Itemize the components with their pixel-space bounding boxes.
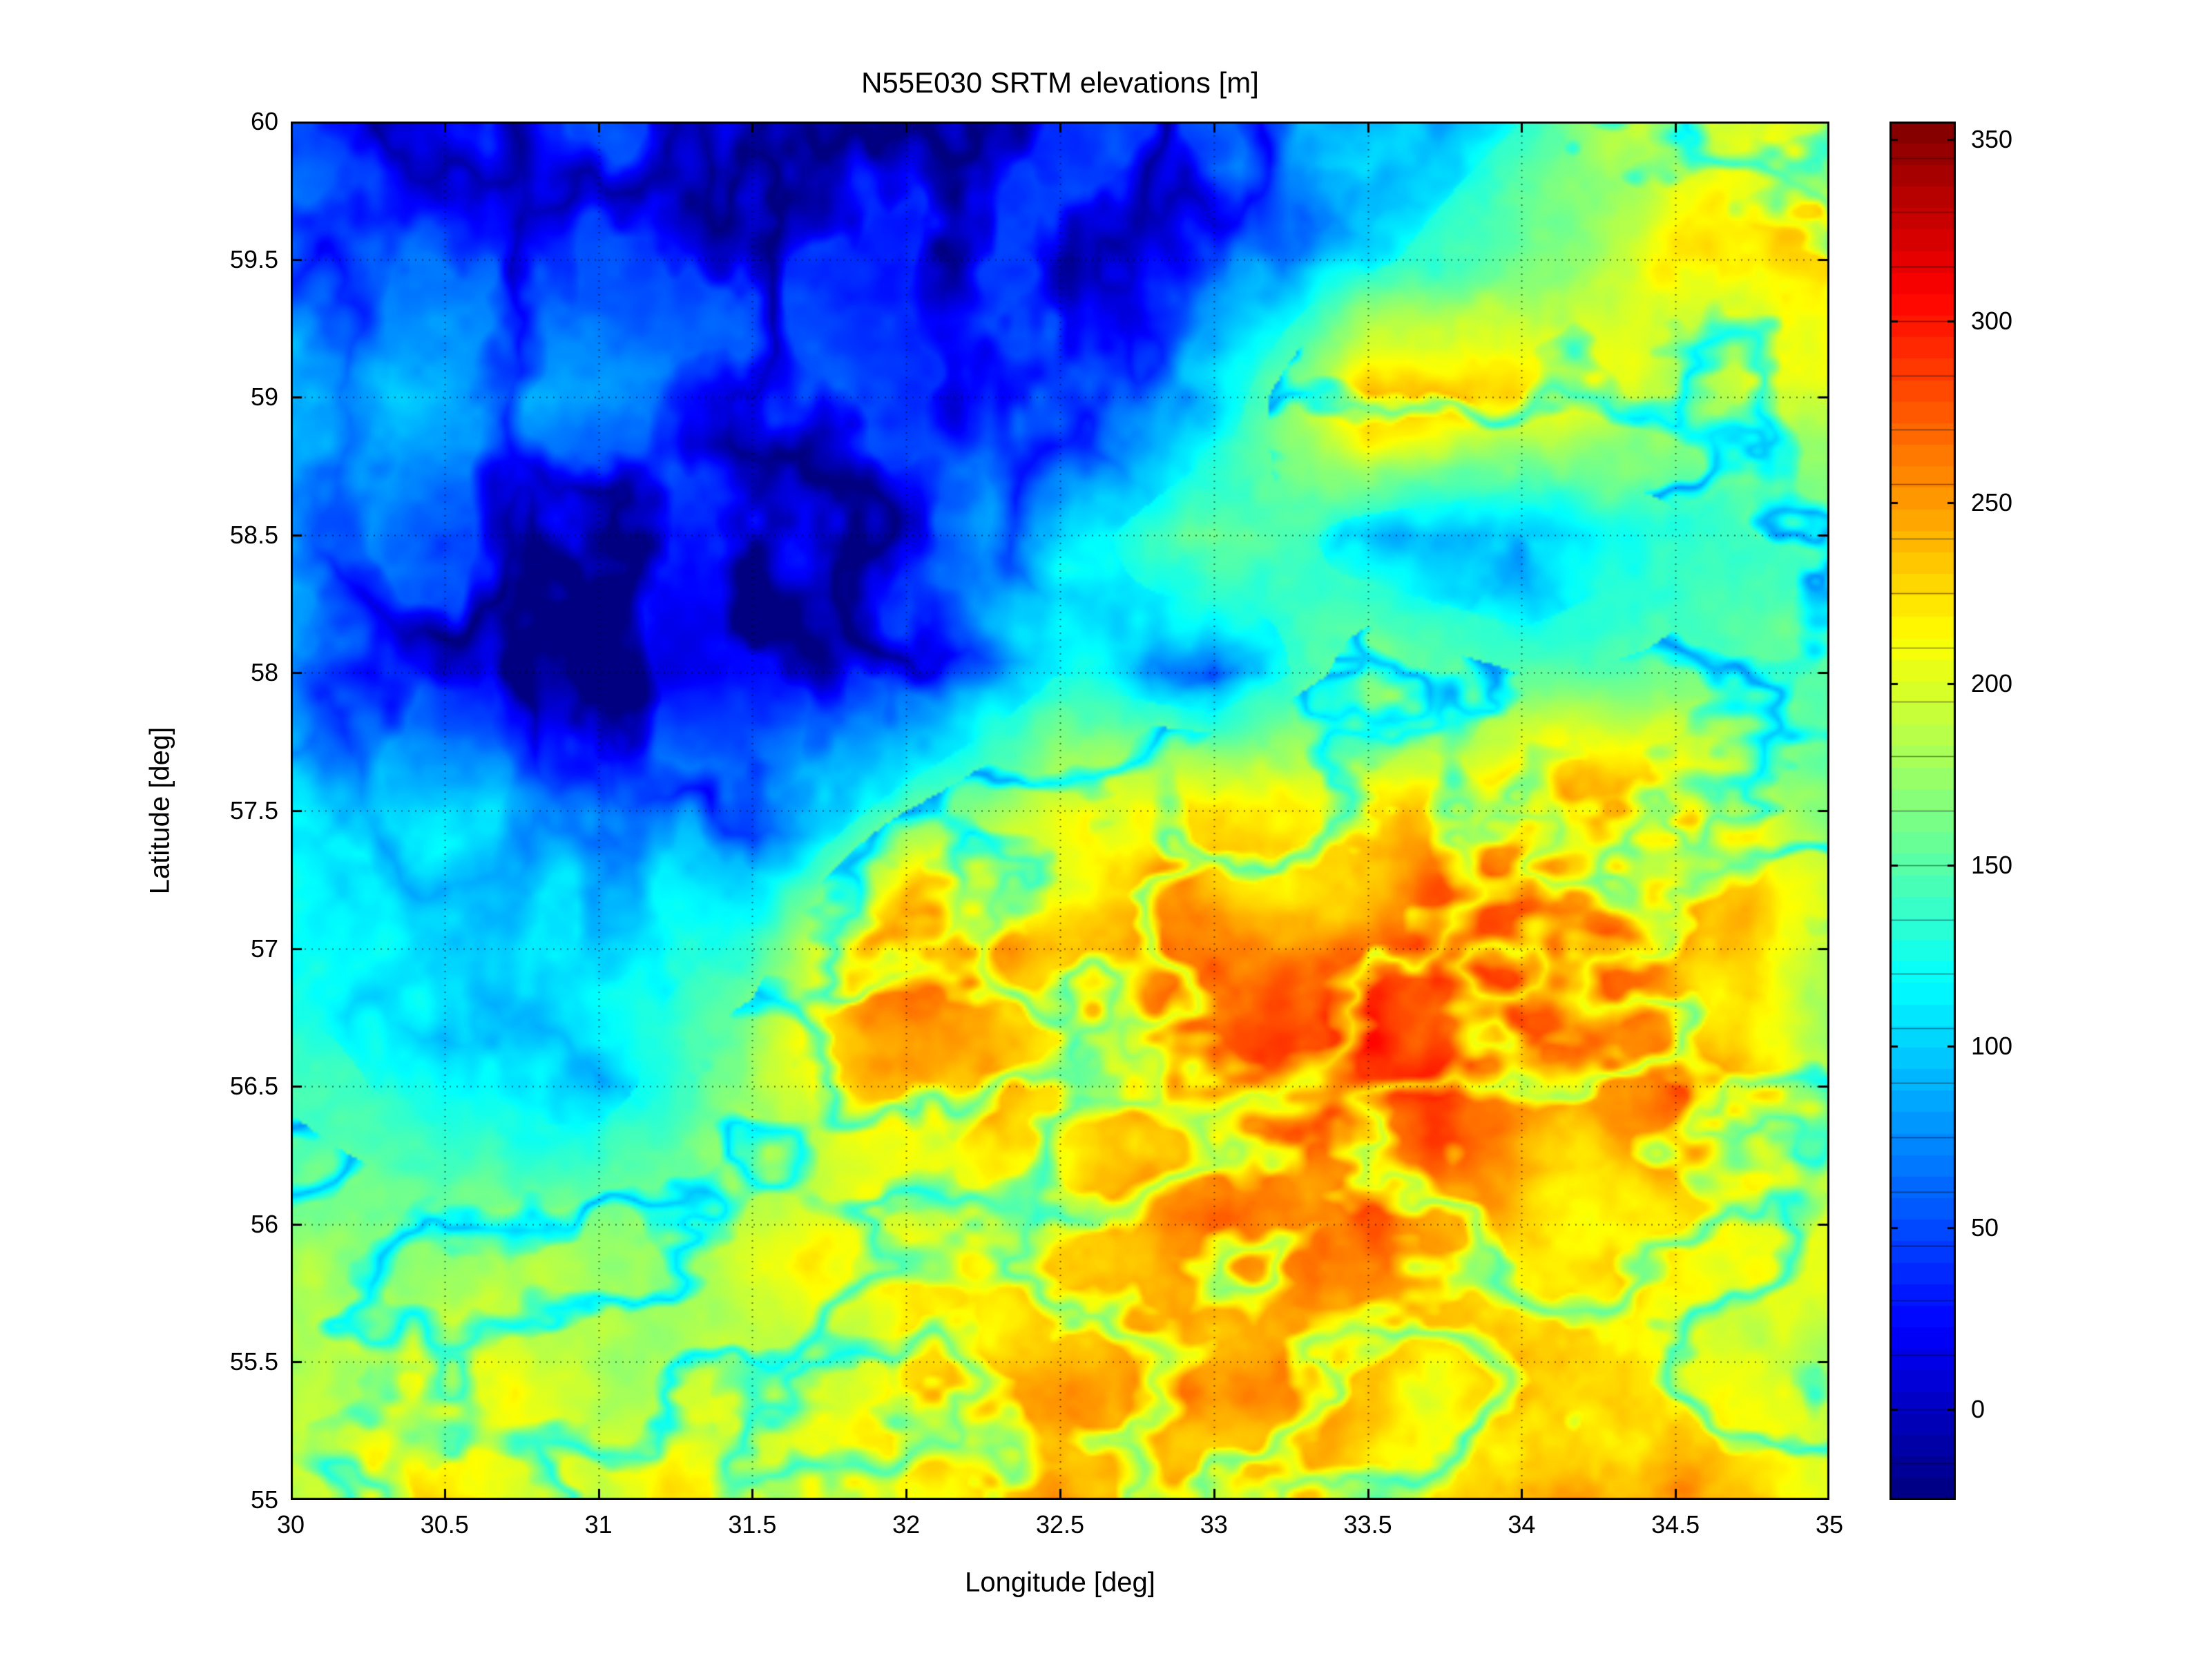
y-tick-label-57: 57 <box>250 934 278 963</box>
y-tick-label-60: 60 <box>250 107 278 135</box>
colorbar-tick-label-150: 150 <box>1971 850 2013 879</box>
y-tick-label-56: 56 <box>250 1209 278 1238</box>
colorbar-tick-label-200: 200 <box>1971 669 2013 698</box>
y-tick-label-59: 59 <box>250 383 278 412</box>
y-tick-label-59.5: 59.5 <box>229 244 278 273</box>
x-tick-label-30: 30 <box>276 1510 305 1539</box>
heatmap-canvas <box>291 122 1829 1500</box>
colorbar-canvas <box>1889 122 1956 1500</box>
x-axis-label: Longitude [deg] <box>965 1567 1155 1598</box>
y-tick-label-55.5: 55.5 <box>229 1347 278 1376</box>
x-tick-label-34: 34 <box>1508 1510 1536 1539</box>
colorbar-tick-label-250: 250 <box>1971 488 2013 517</box>
colorbar-tick-label-300: 300 <box>1971 306 2013 335</box>
x-tick-label-35: 35 <box>1815 1510 1844 1539</box>
y-tick-label-58: 58 <box>250 658 278 687</box>
colorbar-tick-label-350: 350 <box>1971 125 2013 154</box>
x-tick-label-33.5: 33.5 <box>1343 1510 1392 1539</box>
x-tick-label-32.5: 32.5 <box>1035 1510 1085 1539</box>
x-tick-label-32: 32 <box>892 1510 921 1539</box>
colorbar-tick-label-100: 100 <box>1971 1032 2013 1061</box>
y-tick-label-56.5: 56.5 <box>229 1072 278 1101</box>
y-tick-label-58.5: 58.5 <box>229 520 278 549</box>
y-tick-label-57.5: 57.5 <box>229 796 278 825</box>
x-tick-label-31: 31 <box>584 1510 613 1539</box>
y-tick-label-55: 55 <box>250 1485 278 1514</box>
x-tick-label-33: 33 <box>1200 1510 1228 1539</box>
x-tick-label-30.5: 30.5 <box>420 1510 469 1539</box>
colorbar-tick-label-50: 50 <box>1971 1213 1999 1242</box>
x-tick-label-34.5: 34.5 <box>1651 1510 1700 1539</box>
x-tick-label-31.5: 31.5 <box>728 1510 777 1539</box>
y-axis-label: Latitude [deg] <box>144 726 175 895</box>
colorbar-tick-label-0: 0 <box>1971 1394 1985 1423</box>
chart-title: N55E030 SRTM elevations [m] <box>861 66 1259 99</box>
